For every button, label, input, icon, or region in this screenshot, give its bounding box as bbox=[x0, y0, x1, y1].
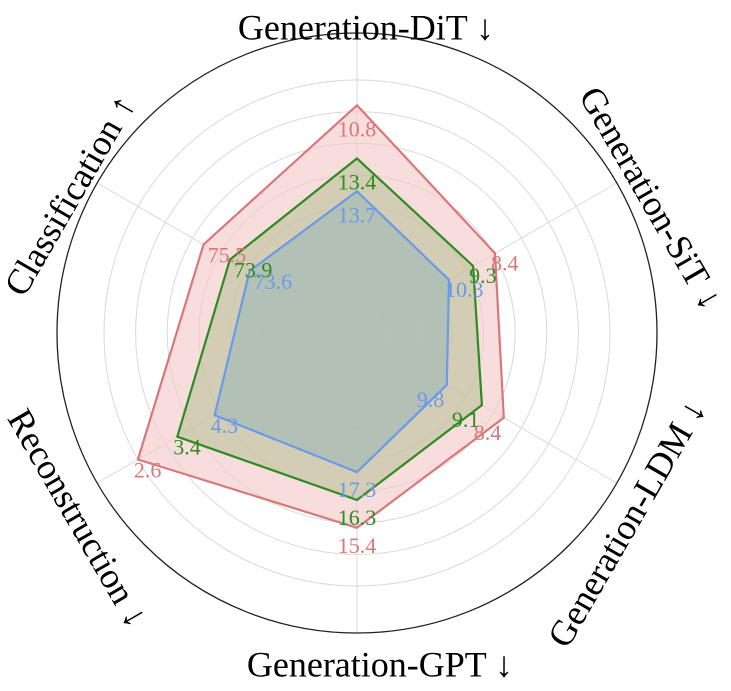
series-red-value-label-2: 8.4 bbox=[474, 420, 502, 445]
series-green-value-label-4: 3.4 bbox=[173, 435, 201, 460]
axis-title-generation-gpt: Generation-GPT ↓ bbox=[247, 644, 513, 684]
series-red-value-label-3: 15.4 bbox=[338, 533, 377, 558]
series-green-value-label-3: 16.3 bbox=[338, 505, 377, 530]
series-red-value-label-5: 75.5 bbox=[208, 242, 247, 267]
series-blue-value-label-2: 9.8 bbox=[417, 387, 445, 412]
outer-frame bbox=[56, 32, 658, 634]
series-layer bbox=[136, 104, 505, 529]
series-green-value-label-1: 9.3 bbox=[469, 263, 497, 288]
series-blue-value-label-5: 73.6 bbox=[254, 269, 293, 294]
series-green-value-label-0: 13.4 bbox=[338, 169, 377, 194]
axis-title-generation-sit: Generation-SiT ↓ bbox=[571, 80, 731, 317]
axis-title-generation-ldm: Generation-LDM ↓ bbox=[540, 392, 714, 654]
series-green-value-label-2: 9.1 bbox=[452, 407, 480, 432]
series-red-value-label-4: 2.6 bbox=[134, 458, 162, 483]
axis-title-reconstruction: Reconstruction ↓ bbox=[0, 402, 157, 634]
series-green-value-label-5: 73.9 bbox=[234, 258, 273, 283]
series-blue-value-label-3: 17.3 bbox=[338, 477, 377, 502]
series-blue-value-label-0: 13.7 bbox=[338, 202, 377, 227]
series-blue-value-label-1: 10.3 bbox=[445, 277, 484, 302]
series-blue-polygon bbox=[213, 190, 451, 474]
series-red-value-label-0: 10.8 bbox=[338, 116, 377, 141]
axis-title-generation-dit: Generation-DiT ↓ bbox=[238, 7, 494, 47]
series-red-value-label-1: 8.4 bbox=[491, 250, 519, 275]
series-blue-value-label-4: 4.3 bbox=[211, 413, 239, 438]
axis-title-classification: Classification ↑ bbox=[0, 88, 143, 303]
value-label-layer: 10.8 8.4 8.4 15.4 2.6 75.5 13.4 9.3 9.1 16.3 3.4 73… bbox=[134, 116, 519, 558]
